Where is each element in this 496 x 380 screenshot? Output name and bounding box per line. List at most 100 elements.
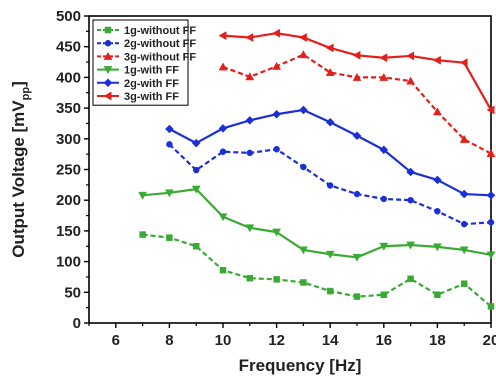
legend-label: 3g-with FF [124, 91, 179, 103]
data-point [166, 234, 173, 241]
data-point [218, 124, 228, 133]
data-point [460, 220, 468, 228]
data-point [432, 55, 441, 65]
x-tick-label: 16 [375, 332, 392, 349]
legend-swatch-marker [104, 39, 112, 47]
plot-area: 0 50 100 150 200 250 300 350 400 450 500 6 8 10 12 14 16… [56, 8, 496, 349]
data-point [245, 33, 254, 42]
y-tick-label: 150 [56, 223, 81, 240]
y-axis-label-main: Output Voltage [mV [9, 100, 28, 258]
data-point [352, 131, 362, 141]
data-point [380, 195, 388, 203]
y-tick-label: 400 [56, 69, 81, 86]
y-axis-label-sub: pp [20, 87, 32, 101]
series-2g-without-ff [166, 141, 495, 228]
y-tick-label: 300 [56, 131, 81, 148]
legend-item: 1g-without FF [97, 25, 196, 37]
data-point [138, 191, 148, 200]
series-2g-with-ff [165, 105, 496, 200]
y-tick-label: 50 [64, 284, 81, 301]
data-point [218, 31, 227, 41]
data-point [272, 61, 282, 70]
y-axis-label: Output Voltage [mVpp] [9, 81, 32, 258]
data-point [325, 250, 335, 259]
x-tick-label: 20 [483, 332, 496, 349]
data-point [300, 163, 307, 171]
legend-swatch-marker [103, 91, 112, 101]
data-point [272, 228, 282, 237]
series-3g-with-ff [218, 28, 495, 115]
data-point [432, 243, 442, 252]
series-line [142, 233, 492, 308]
y-axis-label-end: ] [9, 81, 28, 87]
data-point [165, 124, 174, 134]
data-point [460, 280, 468, 287]
legend-item: 2g-without FF [97, 38, 196, 50]
data-point [459, 189, 469, 199]
x-tick-label: 8 [165, 332, 173, 349]
data-point [218, 62, 228, 71]
data-point [191, 138, 201, 148]
data-point [379, 242, 389, 251]
y-tick-label: 250 [56, 162, 81, 179]
data-point [434, 208, 441, 215]
data-point [326, 287, 334, 295]
data-point [486, 149, 496, 157]
data-point [407, 275, 414, 283]
data-point [379, 72, 389, 81]
data-point [298, 33, 307, 42]
data-point [272, 28, 281, 38]
series-1g-with-ff [138, 185, 496, 262]
data-point [325, 117, 335, 127]
data-point [139, 231, 146, 238]
series-line [142, 188, 492, 259]
data-point [352, 50, 361, 60]
x-tick-label: 14 [322, 332, 339, 349]
x-tick-label: 18 [429, 332, 446, 349]
legend-swatch-marker [103, 51, 113, 60]
data-point [433, 175, 442, 185]
legend-label: 2g-without FF [124, 38, 196, 50]
legend-swatch-marker [103, 78, 113, 88]
data-point [246, 149, 254, 157]
data-point [246, 274, 254, 282]
legend-label: 2g-with FF [124, 78, 179, 90]
y-tick-label: 350 [56, 100, 81, 117]
data-point [325, 43, 334, 53]
data-point [245, 72, 255, 81]
y-tick-label: 450 [56, 39, 81, 56]
legend-swatch-marker [104, 26, 112, 34]
data-point [218, 213, 228, 222]
data-point [273, 276, 280, 283]
data-point [353, 293, 361, 300]
series-3g-without-ff [218, 50, 496, 157]
data-point [459, 246, 469, 255]
data-point [487, 303, 495, 310]
y-tick-label: 100 [56, 254, 81, 271]
data-point [459, 134, 469, 143]
data-point [406, 76, 416, 85]
data-point [245, 224, 255, 233]
x-tick-label: 6 [112, 332, 120, 349]
legend-label: 1g-without FF [124, 25, 196, 37]
x-axis-label: Frequency [Hz] [239, 356, 362, 375]
data-point [245, 116, 255, 125]
x-tick-label: 12 [268, 332, 285, 349]
data-point [486, 105, 495, 115]
legend-box [92, 19, 189, 106]
legend-item: 3g-with FF [97, 91, 179, 103]
data-point [353, 190, 361, 198]
x-tick-label: 10 [215, 332, 232, 349]
y-tick-label: 0 [73, 315, 81, 332]
data-point [406, 167, 415, 177]
series-1g-without-ff [139, 231, 495, 310]
data-point [352, 72, 362, 81]
series-layer [138, 28, 496, 310]
data-point [298, 246, 308, 255]
data-point [164, 189, 174, 198]
legend-swatch-marker [103, 66, 113, 75]
data-point [487, 219, 495, 226]
data-point [166, 141, 173, 148]
